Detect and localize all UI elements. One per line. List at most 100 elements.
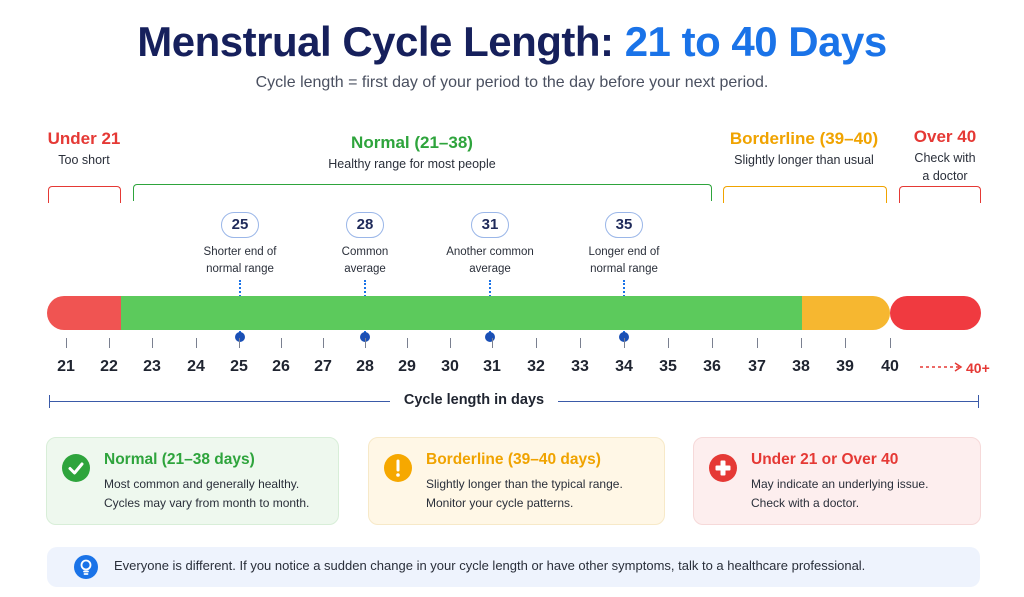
tick-label-34: 34 bbox=[615, 358, 633, 375]
bar-segment-over-40 bbox=[890, 296, 981, 330]
segment-desc-under-21: Too short bbox=[58, 153, 110, 167]
tick bbox=[365, 338, 366, 348]
tick bbox=[66, 338, 67, 348]
card-under-over: Under 21 or Over 40 May indicate an unde… bbox=[693, 437, 981, 525]
segment-label-borderline: Borderline (39–40) bbox=[729, 129, 879, 148]
tick bbox=[624, 338, 625, 348]
segment-desc-over-40-line-2: a doctor bbox=[922, 169, 968, 183]
tick-label-27: 27 bbox=[314, 358, 332, 375]
tick bbox=[492, 338, 493, 348]
tick-label-26: 26 bbox=[272, 358, 290, 375]
tick bbox=[536, 338, 537, 348]
bar-segment-under-21 bbox=[47, 296, 121, 330]
title-main: Menstrual Cycle Length: bbox=[137, 18, 614, 65]
tick bbox=[281, 338, 282, 348]
card-borderline: Borderline (39–40 days) Slightly longer … bbox=[368, 437, 665, 525]
segment-label-over-40: Over 40 bbox=[913, 127, 977, 146]
tick-label-28: 28 bbox=[356, 358, 374, 375]
marker-dot-35 bbox=[619, 332, 629, 342]
segment-label-under-21: Under 21 bbox=[47, 129, 121, 148]
tick-label-25: 25 bbox=[230, 358, 248, 375]
bracket-over-40 bbox=[899, 186, 981, 203]
tick bbox=[407, 338, 408, 348]
tick bbox=[450, 338, 451, 348]
tick bbox=[323, 338, 324, 348]
marker-pill-28: 28 bbox=[346, 212, 384, 238]
marker-desc-35-line-1: Longer end of bbox=[588, 246, 660, 258]
segment-label-normal: Normal (21–38) bbox=[351, 133, 473, 152]
card-borderline-line-1: Slightly longer than the typical range. bbox=[426, 477, 623, 491]
card-normal-line-2: Cycles may vary from month to month. bbox=[104, 496, 310, 510]
card-under-over-desc: May indicate an underlying issue. Check … bbox=[751, 475, 928, 513]
segment-desc-borderline: Slightly longer than usual bbox=[734, 153, 874, 167]
card-borderline-line-2: Monitor your cycle patterns. bbox=[426, 496, 574, 510]
tick-label-21: 21 bbox=[57, 358, 75, 375]
tick-label-35: 35 bbox=[659, 358, 677, 375]
bar-segment-normal bbox=[121, 296, 802, 330]
tick-label-40: 40 bbox=[881, 358, 899, 375]
marker-desc-31-line-1: Another common bbox=[446, 246, 534, 258]
check-icon bbox=[62, 454, 90, 482]
tick-label-33: 33 bbox=[571, 358, 589, 375]
axis-cap-left bbox=[49, 395, 50, 408]
marker-desc-31-line-2: average bbox=[469, 263, 511, 275]
card-normal-title: Normal (21–38 days) bbox=[104, 451, 255, 468]
card-normal-desc: Most common and generally healthy. Cycle… bbox=[104, 475, 309, 513]
bar-segment-borderline bbox=[802, 296, 890, 330]
tick bbox=[712, 338, 713, 348]
marker-dot-31 bbox=[485, 332, 495, 342]
lightbulb-icon bbox=[74, 555, 98, 579]
tick-label-24: 24 bbox=[187, 358, 205, 375]
tick-label-40-plus: 40+ bbox=[966, 360, 990, 376]
marker-desc-25-line-1: Shorter end of bbox=[203, 246, 277, 258]
page-title: Menstrual Cycle Length: 21 to 40 Days bbox=[0, 18, 1024, 66]
bracket-borderline bbox=[723, 186, 887, 203]
tick bbox=[757, 338, 758, 348]
axis-label: Cycle length in days bbox=[390, 392, 558, 408]
tick bbox=[239, 338, 240, 348]
info-note: Everyone is different. If you notice a s… bbox=[47, 547, 980, 587]
tick bbox=[845, 338, 846, 348]
tick bbox=[580, 338, 581, 348]
exclamation-icon bbox=[384, 454, 412, 482]
tick-label-39: 39 bbox=[836, 358, 854, 375]
marker-dot-25 bbox=[235, 332, 245, 342]
card-under-over-line-2: Check with a doctor. bbox=[751, 496, 860, 510]
tick-label-31: 31 bbox=[483, 358, 501, 375]
marker-desc-28-line-2: average bbox=[344, 263, 386, 275]
card-under-over-line-1: May indicate an underlying issue. bbox=[751, 477, 929, 491]
card-normal-line-1: Most common and generally healthy. bbox=[104, 477, 300, 491]
tick bbox=[152, 338, 153, 348]
tick-label-36: 36 bbox=[703, 358, 721, 375]
tick-label-23: 23 bbox=[143, 358, 161, 375]
marker-desc-25-line-2: normal range bbox=[206, 263, 274, 275]
tick bbox=[109, 338, 110, 348]
segment-desc-normal: Healthy range for most people bbox=[328, 157, 496, 171]
marker-dot-28 bbox=[360, 332, 370, 342]
tick bbox=[801, 338, 802, 348]
tick-label-38: 38 bbox=[792, 358, 810, 375]
marker-desc-35-line-2: normal range bbox=[590, 263, 658, 275]
dashed-arrow-icon bbox=[920, 362, 963, 372]
tick-label-29: 29 bbox=[398, 358, 416, 375]
card-under-over-title: Under 21 or Over 40 bbox=[751, 451, 899, 468]
title-accent: 21 to 40 Days bbox=[624, 18, 888, 65]
subtitle: Cycle length = first day of your period … bbox=[255, 74, 769, 91]
tick-label-22: 22 bbox=[100, 358, 118, 375]
card-borderline-title: Borderline (39–40 days) bbox=[426, 451, 601, 468]
tick bbox=[196, 338, 197, 348]
marker-pill-31: 31 bbox=[471, 212, 509, 238]
card-normal: Normal (21–38 days) Most common and gene… bbox=[46, 437, 339, 525]
bracket-normal bbox=[133, 184, 712, 201]
card-borderline-desc: Slightly longer than the typical range. … bbox=[426, 475, 623, 513]
tick-label-37: 37 bbox=[748, 358, 766, 375]
tick bbox=[668, 338, 669, 348]
marker-pill-25: 25 bbox=[221, 212, 259, 238]
tick bbox=[890, 338, 891, 348]
tick-label-32: 32 bbox=[527, 358, 545, 375]
bracket-under-21 bbox=[48, 186, 121, 203]
tick-label-30: 30 bbox=[441, 358, 459, 375]
segment-desc-over-40-line-1: Check with bbox=[914, 151, 976, 165]
axis-cap-right bbox=[978, 395, 979, 408]
info-note-text: Everyone is different. If you notice a s… bbox=[114, 558, 866, 573]
